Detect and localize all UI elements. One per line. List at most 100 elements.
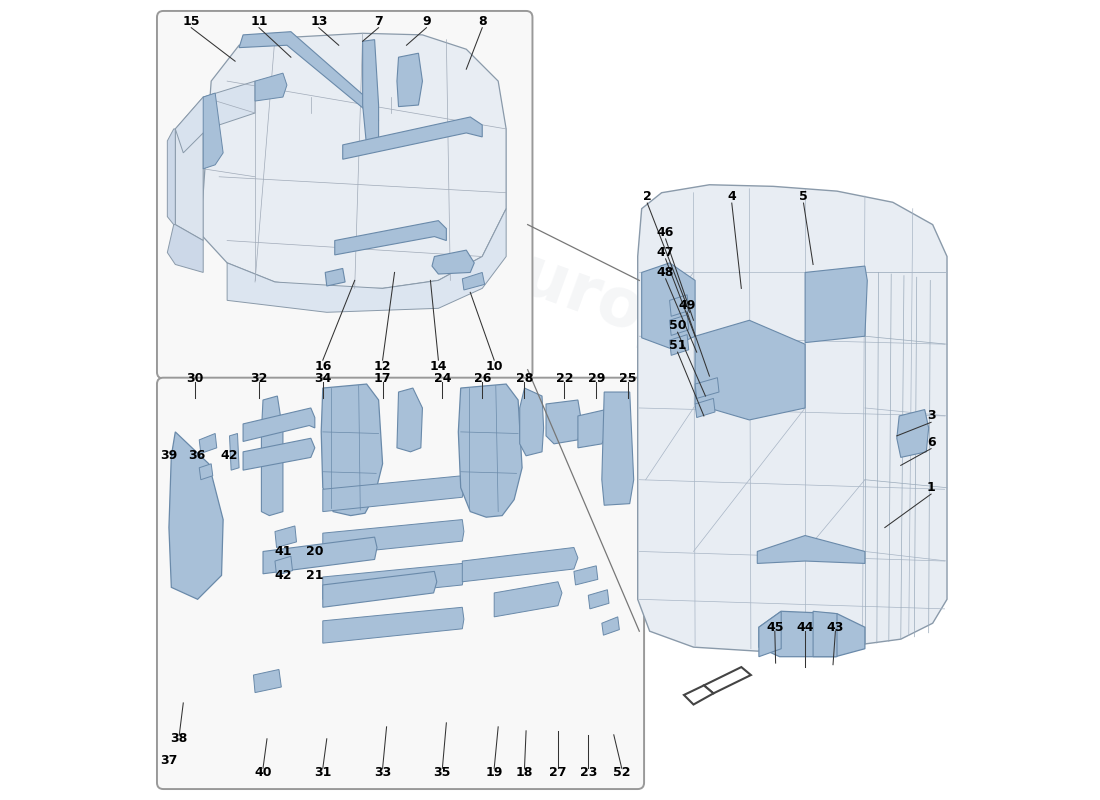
Text: 18: 18 bbox=[516, 766, 534, 779]
Text: 28: 28 bbox=[516, 372, 534, 385]
Text: 44: 44 bbox=[796, 621, 814, 634]
Polygon shape bbox=[167, 225, 204, 273]
Polygon shape bbox=[684, 686, 714, 705]
Polygon shape bbox=[199, 434, 217, 454]
Text: 14: 14 bbox=[430, 360, 447, 373]
Text: 39: 39 bbox=[161, 450, 177, 462]
Polygon shape bbox=[459, 384, 522, 517]
Polygon shape bbox=[759, 611, 865, 657]
Text: europarts: europarts bbox=[470, 226, 838, 414]
Polygon shape bbox=[326, 269, 345, 286]
Text: 5: 5 bbox=[799, 190, 807, 203]
Polygon shape bbox=[322, 607, 464, 643]
Text: 10: 10 bbox=[485, 360, 503, 373]
Text: 45: 45 bbox=[766, 621, 783, 634]
Polygon shape bbox=[255, 73, 287, 101]
Text: 20: 20 bbox=[306, 545, 323, 558]
Polygon shape bbox=[695, 398, 715, 418]
Text: 47: 47 bbox=[657, 246, 674, 259]
FancyBboxPatch shape bbox=[157, 11, 532, 378]
Polygon shape bbox=[343, 117, 482, 159]
Polygon shape bbox=[263, 537, 377, 574]
Polygon shape bbox=[574, 566, 597, 585]
Polygon shape bbox=[670, 314, 689, 335]
Text: 12: 12 bbox=[374, 360, 392, 373]
Polygon shape bbox=[262, 396, 283, 515]
Text: 46: 46 bbox=[657, 226, 674, 239]
Polygon shape bbox=[546, 400, 582, 444]
Text: 49: 49 bbox=[679, 299, 696, 313]
Text: 42: 42 bbox=[274, 569, 292, 582]
Text: 52: 52 bbox=[613, 766, 630, 779]
Polygon shape bbox=[813, 611, 837, 657]
Polygon shape bbox=[896, 410, 928, 458]
Polygon shape bbox=[199, 464, 212, 480]
Text: 22: 22 bbox=[556, 372, 573, 385]
Text: 6: 6 bbox=[927, 436, 935, 449]
Polygon shape bbox=[321, 384, 383, 515]
Text: 42: 42 bbox=[221, 450, 239, 462]
Text: 23: 23 bbox=[580, 766, 597, 779]
Polygon shape bbox=[199, 34, 506, 288]
Polygon shape bbox=[322, 476, 464, 512]
Polygon shape bbox=[519, 388, 543, 456]
Polygon shape bbox=[641, 263, 695, 348]
Text: 31: 31 bbox=[315, 766, 331, 779]
FancyBboxPatch shape bbox=[157, 378, 645, 789]
Polygon shape bbox=[334, 221, 447, 255]
Polygon shape bbox=[322, 519, 464, 555]
Text: 11: 11 bbox=[251, 15, 267, 28]
Polygon shape bbox=[578, 410, 609, 448]
Polygon shape bbox=[670, 294, 689, 316]
Polygon shape bbox=[243, 438, 315, 470]
Text: 35: 35 bbox=[433, 766, 451, 779]
Polygon shape bbox=[462, 547, 578, 582]
Text: 9: 9 bbox=[422, 15, 431, 28]
Polygon shape bbox=[169, 432, 223, 599]
Polygon shape bbox=[757, 535, 865, 563]
Text: 24: 24 bbox=[433, 372, 451, 385]
Text: 38: 38 bbox=[170, 732, 188, 746]
Polygon shape bbox=[462, 273, 485, 290]
Polygon shape bbox=[704, 667, 751, 694]
Text: 4: 4 bbox=[727, 190, 736, 203]
Text: 1085: 1085 bbox=[640, 356, 779, 444]
Polygon shape bbox=[759, 611, 781, 657]
Polygon shape bbox=[397, 388, 422, 452]
Text: 36: 36 bbox=[188, 450, 206, 462]
Polygon shape bbox=[432, 250, 474, 274]
Text: 15: 15 bbox=[183, 15, 200, 28]
Polygon shape bbox=[695, 378, 719, 398]
Text: 17: 17 bbox=[374, 372, 392, 385]
Polygon shape bbox=[230, 434, 239, 470]
Polygon shape bbox=[805, 266, 867, 342]
Polygon shape bbox=[602, 617, 619, 635]
Text: 30: 30 bbox=[187, 372, 204, 385]
Polygon shape bbox=[275, 556, 293, 575]
Text: 51: 51 bbox=[669, 339, 686, 352]
Text: 41: 41 bbox=[274, 545, 292, 558]
Polygon shape bbox=[167, 129, 175, 225]
Polygon shape bbox=[588, 590, 609, 609]
Polygon shape bbox=[175, 97, 204, 241]
Polygon shape bbox=[227, 209, 506, 312]
Polygon shape bbox=[239, 32, 378, 121]
Polygon shape bbox=[253, 670, 282, 693]
Polygon shape bbox=[175, 81, 255, 153]
Text: 48: 48 bbox=[657, 266, 674, 279]
Text: 13: 13 bbox=[310, 15, 328, 28]
Text: 34: 34 bbox=[315, 372, 331, 385]
Text: 25: 25 bbox=[619, 372, 637, 385]
Text: 3: 3 bbox=[927, 410, 935, 422]
Polygon shape bbox=[695, 320, 805, 420]
Polygon shape bbox=[638, 185, 947, 651]
Polygon shape bbox=[602, 392, 634, 506]
Text: 27: 27 bbox=[549, 766, 566, 779]
Polygon shape bbox=[204, 93, 223, 169]
Text: 1: 1 bbox=[926, 481, 935, 494]
Polygon shape bbox=[322, 563, 464, 599]
Text: 26: 26 bbox=[473, 372, 491, 385]
Polygon shape bbox=[243, 408, 315, 442]
Text: 33: 33 bbox=[374, 766, 392, 779]
Text: 29: 29 bbox=[587, 372, 605, 385]
